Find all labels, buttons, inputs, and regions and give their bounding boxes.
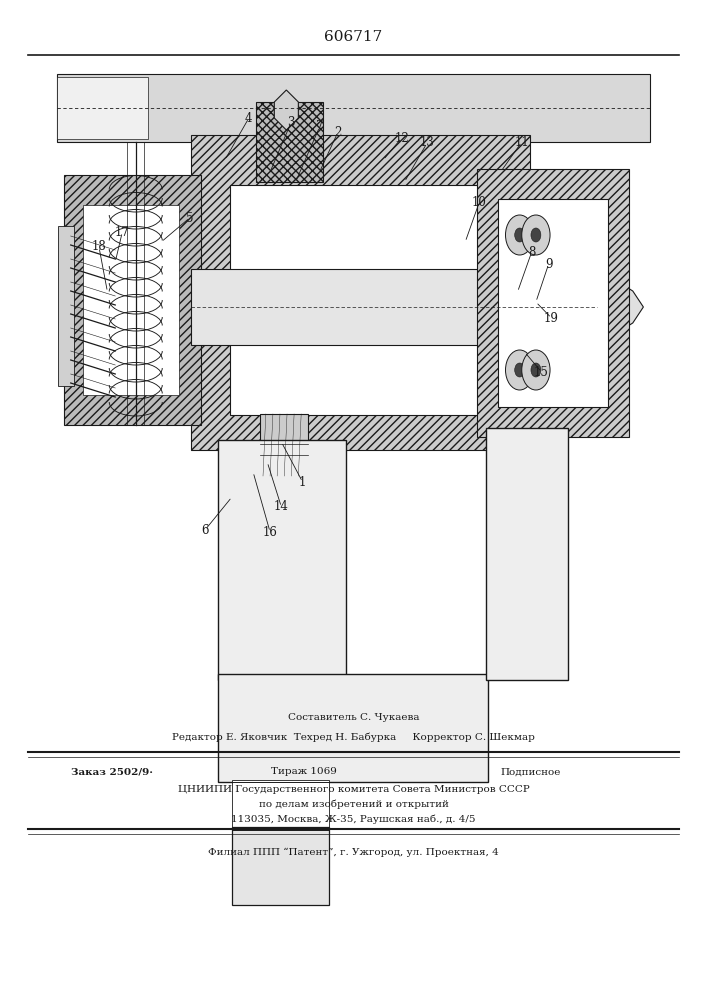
Circle shape bbox=[531, 363, 541, 377]
Circle shape bbox=[522, 215, 550, 255]
Text: 113035, Москва, Ж-35, Раушская наб., д. 4/5: 113035, Москва, Ж-35, Раушская наб., д. … bbox=[231, 814, 476, 824]
Text: 7: 7 bbox=[316, 120, 323, 133]
Text: 15: 15 bbox=[534, 365, 549, 378]
Circle shape bbox=[506, 215, 534, 255]
Circle shape bbox=[522, 350, 550, 390]
Bar bbox=[486, 428, 568, 680]
Text: 19: 19 bbox=[544, 312, 559, 324]
Text: 2: 2 bbox=[334, 125, 341, 138]
Circle shape bbox=[506, 350, 534, 390]
Bar bbox=[58, 226, 74, 386]
Text: 10: 10 bbox=[472, 196, 487, 209]
Circle shape bbox=[515, 363, 525, 377]
Bar bbox=[64, 175, 201, 425]
Bar bbox=[256, 102, 323, 182]
Polygon shape bbox=[597, 269, 643, 345]
Text: Составитель С. Чукаева: Составитель С. Чукаева bbox=[288, 712, 419, 721]
Bar bbox=[498, 199, 608, 407]
Text: 11: 11 bbox=[515, 135, 529, 148]
Text: 4: 4 bbox=[245, 111, 252, 124]
Bar bbox=[232, 827, 329, 905]
Text: 5: 5 bbox=[186, 212, 193, 225]
Bar bbox=[191, 135, 530, 450]
Text: Тираж 1069: Тираж 1069 bbox=[271, 768, 337, 776]
Text: 17: 17 bbox=[115, 226, 130, 238]
Text: 1: 1 bbox=[299, 476, 306, 488]
Polygon shape bbox=[274, 90, 298, 130]
Text: 12: 12 bbox=[395, 131, 409, 144]
Bar bbox=[230, 185, 495, 415]
Bar bbox=[260, 414, 308, 476]
Text: Филиал ППП “Патент”, г. Ужгород, ул. Проектная, 4: Филиал ППП “Патент”, г. Ужгород, ул. Про… bbox=[208, 847, 499, 857]
Circle shape bbox=[531, 228, 541, 242]
Circle shape bbox=[515, 228, 525, 242]
Text: по делам изобретений и открытий: по делам изобретений и открытий bbox=[259, 799, 448, 809]
Bar bbox=[57, 74, 650, 142]
Text: Подписное: Подписное bbox=[500, 768, 561, 776]
Bar bbox=[232, 780, 329, 832]
Bar bbox=[191, 269, 597, 345]
Text: 3: 3 bbox=[288, 115, 295, 128]
Text: 9: 9 bbox=[545, 257, 552, 270]
Text: 14: 14 bbox=[274, 500, 289, 514]
Bar bbox=[57, 77, 148, 139]
Text: 18: 18 bbox=[92, 240, 106, 253]
Text: 606717: 606717 bbox=[325, 30, 382, 44]
Text: 6: 6 bbox=[201, 524, 209, 536]
Text: Редактор Е. Яковчик  Техред Н. Бабурка     Корректор С. Шекмар: Редактор Е. Яковчик Техред Н. Бабурка Ко… bbox=[172, 732, 535, 742]
Text: Заказ 2502/9·: Заказ 2502/9· bbox=[71, 768, 153, 776]
Bar bbox=[218, 674, 488, 782]
Text: 13: 13 bbox=[419, 136, 435, 149]
Text: ЦНИИПИ Государственного комитета Совета Министров СССР: ЦНИИПИ Государственного комитета Совета … bbox=[177, 784, 530, 794]
Bar bbox=[83, 205, 179, 395]
Bar bbox=[477, 169, 629, 437]
Text: 8: 8 bbox=[528, 245, 535, 258]
Bar bbox=[218, 440, 346, 680]
Text: 16: 16 bbox=[262, 526, 278, 538]
